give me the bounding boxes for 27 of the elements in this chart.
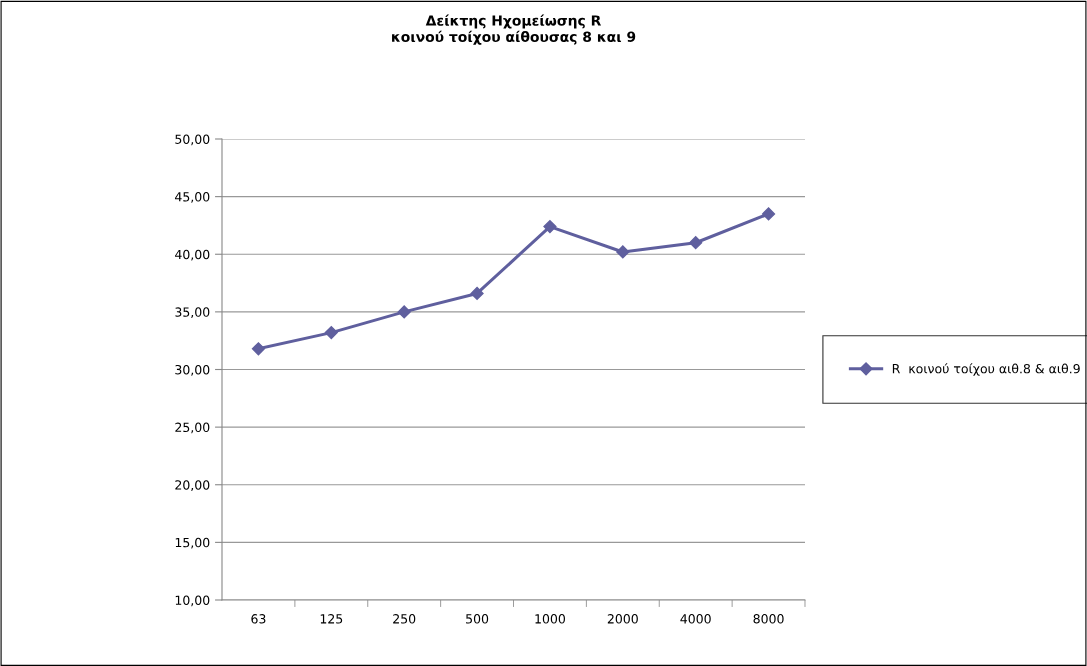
x-tick-label: 63 (251, 614, 266, 624)
point (689, 236, 703, 250)
y-tick-label: 50,00 (175, 134, 210, 146)
y-tick-label: 30,00 (175, 364, 210, 376)
x-tick-label: 1000 (535, 614, 566, 624)
x-tick-label: 250 (393, 614, 416, 624)
point (616, 245, 630, 259)
chart-title: Δείκτης Ηχομείωσης R κοινού τοίχου αίθουσας 8 και 9 (392, 14, 636, 45)
y-tick-label: 25,00 (175, 422, 210, 434)
point (543, 220, 557, 234)
point (324, 326, 338, 340)
x-tick-label: 8000 (753, 614, 784, 624)
point (761, 207, 776, 221)
point (251, 342, 266, 356)
x-tick-label: 500 (466, 614, 489, 624)
y-tick-label: 45,00 (175, 192, 210, 203)
x-tick-label: 2000 (607, 614, 638, 624)
y-tick-label: 20,00 (175, 480, 210, 491)
point (397, 305, 411, 319)
y-tick-label: 10,00 (175, 595, 210, 607)
x-tick-label: 125 (320, 614, 343, 624)
y-tick-label: 35,00 (175, 307, 210, 319)
point (470, 286, 484, 301)
x-tick-label: 4000 (680, 614, 711, 624)
legend-label: R κοινού τοίχου αιθ.8 & αιθ.9 (892, 363, 1080, 376)
y-tick-label: 40,00 (175, 249, 210, 261)
y-tick-label: 15,00 (175, 537, 210, 549)
